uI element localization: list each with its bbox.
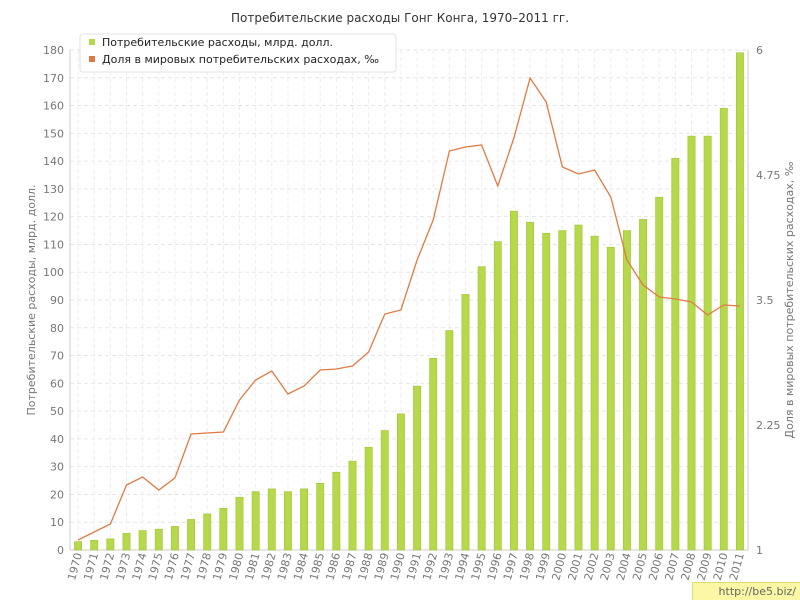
y-left-tick-label: 70 <box>50 350 64 363</box>
bar[interactable] <box>154 528 163 551</box>
bar[interactable] <box>445 330 454 551</box>
bar[interactable] <box>461 294 470 551</box>
bar[interactable] <box>283 491 292 551</box>
y-right-axis-title: Доля в мировых потребительских расходах,… <box>783 161 796 438</box>
bar[interactable] <box>380 430 389 551</box>
bar[interactable] <box>558 230 567 551</box>
bar[interactable] <box>122 533 131 551</box>
y-left-tick-label: 130 <box>43 183 64 196</box>
chart-title: Потребительские расходы Гонг Конга, 1970… <box>231 11 569 25</box>
bar[interactable] <box>300 488 309 551</box>
y-right-tick-label: 1 <box>756 544 763 557</box>
bar[interactable] <box>655 196 664 551</box>
bar[interactable] <box>219 508 228 551</box>
watermark-text[interactable]: http://be5.biz/ <box>718 585 796 598</box>
bar[interactable] <box>203 513 212 551</box>
y-left-tick-label: 40 <box>50 433 64 446</box>
bar[interactable] <box>90 539 99 551</box>
y-left-tick-label: 140 <box>43 155 64 168</box>
bar[interactable] <box>542 233 551 551</box>
y-left-axis-title: Потребительские расходы, млрд. долл. <box>25 185 38 416</box>
y-left-tick-label: 170 <box>43 72 64 85</box>
bar[interactable] <box>74 541 83 551</box>
bar[interactable] <box>639 219 648 551</box>
y-left-tick-label: 160 <box>43 100 64 113</box>
legend-swatch-line <box>89 56 95 62</box>
bar[interactable] <box>251 491 260 551</box>
legend-label-bar[interactable]: Потребительские расходы, млрд. долл. <box>102 36 333 49</box>
bar[interactable] <box>606 246 615 551</box>
y-right-tick-label: 3.5 <box>756 294 774 307</box>
y-left-tick-label: 10 <box>50 516 64 529</box>
bar[interactable] <box>316 483 325 551</box>
bar[interactable] <box>106 538 115 551</box>
y-right-tick-label: 6 <box>756 44 763 57</box>
y-left-tick-label: 180 <box>43 44 64 57</box>
bar[interactable] <box>526 221 535 551</box>
bar[interactable] <box>477 266 486 551</box>
bar[interactable] <box>187 519 196 551</box>
bar[interactable] <box>574 224 583 551</box>
bar[interactable] <box>138 530 147 551</box>
y-right-tick-label: 2.25 <box>756 419 781 432</box>
bar[interactable] <box>622 230 631 551</box>
bar[interactable] <box>235 496 244 551</box>
y-left-tick-label: 80 <box>50 322 64 335</box>
y-left-tick-label: 90 <box>50 294 64 307</box>
bar[interactable] <box>687 135 696 551</box>
bar[interactable] <box>267 488 276 551</box>
y-left-tick-label: 100 <box>43 266 64 279</box>
y-left-tick-label: 120 <box>43 211 64 224</box>
bar[interactable] <box>671 158 680 551</box>
y-left-tick-label: 20 <box>50 488 64 501</box>
bar[interactable] <box>170 526 179 551</box>
bar[interactable] <box>590 235 599 551</box>
bar[interactable] <box>719 108 728 551</box>
legend-label-line[interactable]: Доля в мировых потребительских расходах,… <box>102 53 379 66</box>
y-left-tick-label: 60 <box>50 377 64 390</box>
y-left-tick-label: 110 <box>43 238 64 251</box>
bar[interactable] <box>364 446 373 551</box>
bar[interactable] <box>509 210 518 551</box>
watermark-badge[interactable]: http://be5.biz/ <box>692 582 800 600</box>
y-left-tick-label: 150 <box>43 127 64 140</box>
bar[interactable] <box>493 241 502 551</box>
y-left-tick-label: 30 <box>50 461 64 474</box>
legend-swatch-bar <box>89 39 95 45</box>
bar[interactable] <box>429 358 438 551</box>
y-left-tick-label: 0 <box>57 544 64 557</box>
y-left-tick-label: 50 <box>50 405 64 418</box>
y-right-tick-label: 4.75 <box>756 169 781 182</box>
bar[interactable] <box>735 52 744 551</box>
bar[interactable] <box>332 471 341 551</box>
bar[interactable] <box>703 135 712 551</box>
bar[interactable] <box>413 385 422 551</box>
line-series[interactable] <box>77 76 740 541</box>
legend-box <box>79 33 397 73</box>
bar[interactable] <box>396 413 405 551</box>
bar[interactable] <box>348 460 357 551</box>
